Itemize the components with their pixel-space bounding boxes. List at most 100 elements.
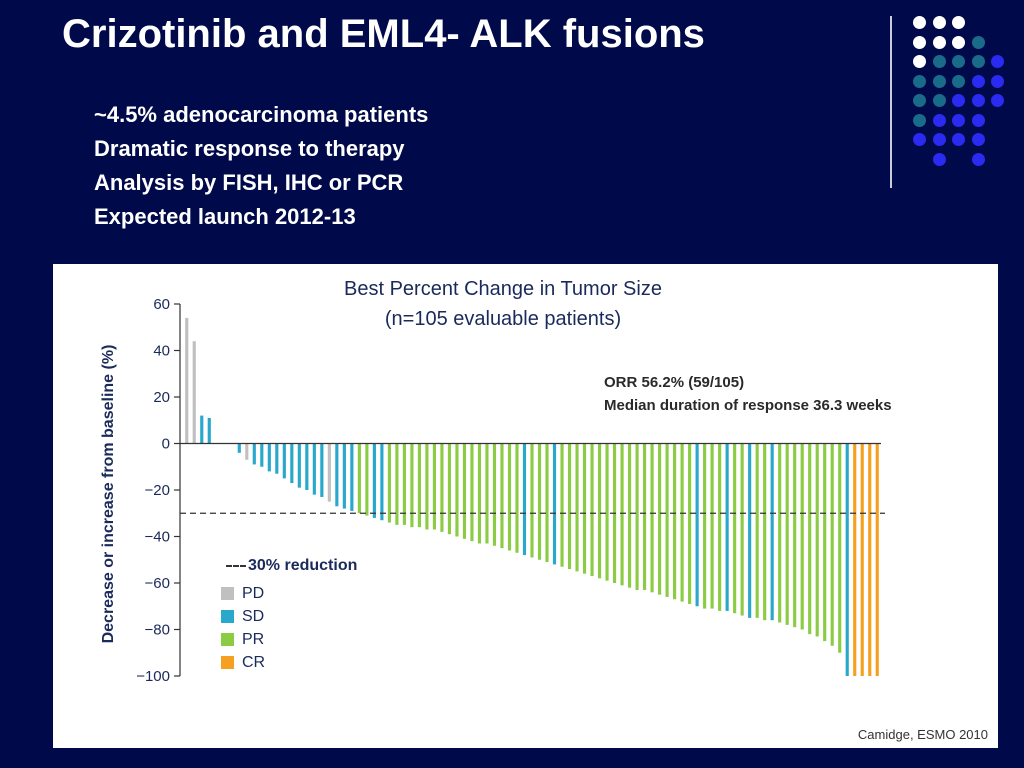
decorative-dot [932,16,946,29]
bar-sd [252,443,256,465]
bar-pr [537,443,542,560]
bar-sd [290,443,294,484]
bar-sd [350,443,354,511]
decorative-dot [913,55,926,68]
bar-pr [432,443,436,530]
divider-line [890,16,892,188]
bar-pr [710,443,714,609]
bar-cr [860,443,864,676]
bar-pr [567,443,572,570]
legend-reference-label: 30% reduction [248,557,358,574]
chart-title: Best Percent Change in Tumor Size [344,278,662,300]
decorative-dot [991,74,1004,88]
legend-label-cr: CR [242,653,266,671]
legend-swatch-cr [221,656,234,669]
bar-pr [455,443,459,537]
y-axis-label-text: Decrease or increase from baseline (%) [100,344,117,644]
decorative-dot [991,55,1004,68]
bar-pr [485,443,489,544]
y-tick-label: −80 [145,622,170,639]
bar-pr [575,443,579,572]
decorative-dot [913,94,926,107]
decorative-dot [971,55,985,68]
legend-swatch-pr [221,633,234,646]
decorative-dot [971,94,985,107]
bar-pr [515,443,519,553]
bar-sd [748,443,752,618]
bar-sd [237,443,241,453]
y-tick-label: −20 [145,482,170,499]
bar-cr [853,443,857,676]
bar-sd [552,443,557,565]
decorative-dot [932,113,946,127]
decorative-dot [932,35,946,49]
bar-pr [507,443,512,551]
chart-subtitle: (n=105 evaluable patients) [384,308,622,330]
duration-annotation: Median duration of response 36.3 weeks [604,397,892,414]
decorative-dot [932,133,946,146]
bar-pr [688,443,692,604]
bar-pr [658,443,662,595]
bar-pr [673,443,677,600]
bar-sd [335,443,339,507]
bar-pd [185,317,189,444]
bar-pr [643,443,647,590]
bar-pr [440,443,444,532]
legend-label-pr: PR [242,630,265,648]
y-tick-label: 40 [153,343,170,360]
y-tick-label: 60 [153,296,170,313]
bar-pr [740,443,744,616]
decorative-dot [952,74,965,88]
bar-pr [733,443,737,614]
bar-sd [845,443,849,676]
decorative-dot [952,133,965,146]
bar-pr [830,443,834,646]
bar-pr [823,443,827,642]
bar-pr [402,443,406,525]
bar-pr [650,443,654,593]
bar-sd [372,443,376,518]
bar-pr [815,443,819,637]
waterfall-chart: 60 40 20 0 −20 −40 −60 −80 −100 [136,296,885,685]
decorative-dot [952,35,965,49]
legend-label-pd: PD [242,584,265,602]
bar-pr [620,443,624,586]
chart-panel: 60 40 20 0 −20 −40 −60 −80 −100 Best Percent Cha… [53,264,998,748]
bar-pr [680,443,684,602]
slide-title: Crizotinib and EML4- ALK fusions [62,12,705,56]
bar-pr [545,443,549,563]
bar-pr [808,443,812,635]
legend-reference-line: 30% reduction [226,557,357,575]
bar-pr [703,443,707,609]
legend-swatch-sd [221,610,234,623]
bar-pr [800,443,804,630]
bar-pr [425,443,429,530]
bullet-item: Expected launch 2012-13 [94,204,356,229]
bar-pr [763,443,767,621]
y-tick-label: 0 [162,436,170,453]
bar-sd [200,415,204,444]
decorative-dot [932,152,946,166]
bar-sd [522,443,527,556]
bar-pr [582,443,587,574]
bar-sd [267,443,271,472]
bar-sd [725,443,729,611]
bar-pr [530,443,534,558]
bar-pr [500,443,504,549]
decorative-dot [952,55,965,68]
decorative-dot [913,16,926,29]
bar-pd [192,341,196,444]
bar-pr [470,443,474,542]
y-tick-label: −40 [145,529,170,546]
decorative-dot [932,55,946,68]
decorative-dot [971,35,985,49]
legend-label-sd: SD [242,607,265,625]
decorative-dot [952,94,965,107]
bar-sd [342,443,346,509]
bar-pr [560,443,564,567]
bar-sd [695,443,699,607]
decorative-dot [971,113,985,127]
bar-pr [410,443,414,528]
bar-pr [395,443,399,525]
decorative-dot [952,113,965,127]
